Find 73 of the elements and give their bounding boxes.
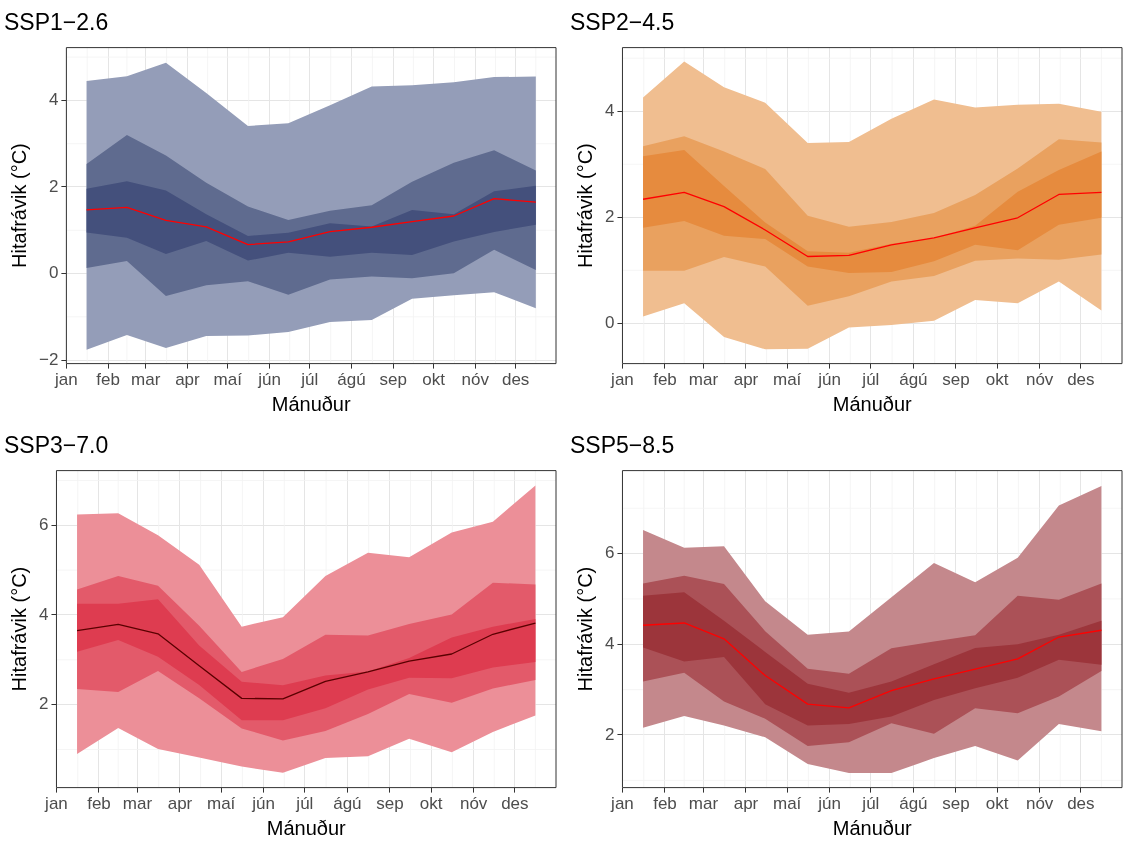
x-tick-label: apr: [733, 794, 759, 814]
y-axis-title: Hitafrávik (°C): [573, 143, 596, 268]
x-tick-label: jún: [817, 794, 842, 814]
x-tick-label: des: [501, 794, 529, 814]
x-axis-title: Mánuður: [832, 392, 913, 415]
x-tick-label: feb: [87, 794, 111, 814]
y-tick-label: 2: [48, 176, 59, 196]
y-axis-title: Hitafrávik (°C): [7, 143, 30, 268]
x-axis-title: Mánuður: [832, 816, 913, 839]
x-tick-label: okt: [422, 370, 446, 390]
x-tick-label: jan: [44, 794, 68, 814]
x-tick-label: des: [1067, 794, 1095, 814]
y-tick-label: 6: [604, 543, 615, 563]
x-tick-label: okt: [419, 794, 443, 814]
x-tick-label: maí: [772, 794, 802, 814]
x-tick-label: okt: [985, 370, 1009, 390]
y-tick-label: 2: [604, 724, 615, 744]
x-tick-label: jan: [54, 370, 78, 390]
x-tick-label: ágú: [899, 370, 928, 390]
x-tick-label: okt: [985, 794, 1009, 814]
x-tick-label: apr: [175, 370, 201, 390]
chart-title: SSP3−7.0: [4, 432, 109, 459]
y-tick-label: 4: [604, 100, 615, 120]
x-tick-label: feb: [653, 370, 677, 390]
chart-title: SSP5−8.5: [570, 432, 675, 459]
x-tick-label: mar: [688, 794, 719, 814]
x-tick-label: jan: [610, 794, 634, 814]
x-tick-label: nóv: [459, 794, 488, 814]
y-axis-title: Hitafrávik (°C): [7, 566, 30, 692]
x-tick-label: ágú: [899, 794, 928, 814]
x-tick-label: apr: [167, 794, 193, 814]
x-tick-label: sep: [379, 370, 407, 390]
x-tick-label: jún: [817, 370, 842, 390]
x-tick-label: maí: [772, 370, 802, 390]
x-tick-label: des: [1067, 370, 1095, 390]
x-axis-title: Mánuður: [266, 816, 347, 839]
x-tick-label: des: [501, 370, 530, 390]
y-tick-label: −2: [38, 349, 59, 369]
x-tick-label: jan: [610, 370, 634, 390]
x-tick-label: nóv: [1025, 794, 1054, 814]
x-tick-label: jún: [257, 370, 281, 390]
x-tick-label: sep: [942, 370, 970, 390]
x-tick-label: júl: [295, 794, 314, 814]
y-tick-label: 0: [604, 312, 615, 332]
y-tick-label: 4: [48, 90, 59, 110]
x-tick-label: feb: [653, 794, 677, 814]
x-tick-label: júl: [861, 794, 880, 814]
x-tick-label: júl: [300, 370, 319, 390]
y-tick-label: 2: [38, 694, 49, 714]
x-tick-label: ágú: [337, 370, 366, 390]
x-tick-label: sep: [376, 794, 404, 814]
x-tick-label: nóv: [461, 370, 490, 390]
x-axis-title: Mánuður: [271, 392, 351, 415]
x-tick-label: feb: [96, 370, 120, 390]
y-axis-title: Hitafrávik (°C): [573, 566, 596, 692]
x-tick-label: apr: [733, 370, 759, 390]
x-tick-label: mar: [122, 794, 153, 814]
x-tick-label: maí: [206, 794, 236, 814]
y-tick-label: 2: [604, 206, 615, 226]
y-tick-label: 4: [604, 633, 615, 653]
y-tick-label: 0: [48, 263, 59, 283]
y-tick-label: 4: [38, 604, 49, 624]
x-tick-label: jún: [251, 794, 276, 814]
y-tick-label: 6: [38, 514, 49, 534]
x-tick-label: nóv: [1025, 370, 1054, 390]
x-tick-label: mar: [688, 370, 719, 390]
chart-title: SSP1−2.6: [4, 9, 109, 36]
x-tick-label: maí: [213, 370, 243, 390]
x-tick-label: ágú: [333, 794, 362, 814]
x-tick-label: sep: [942, 794, 970, 814]
x-tick-label: mar: [131, 370, 161, 390]
x-tick-label: júl: [861, 370, 880, 390]
chart-title: SSP2−4.5: [570, 9, 675, 36]
